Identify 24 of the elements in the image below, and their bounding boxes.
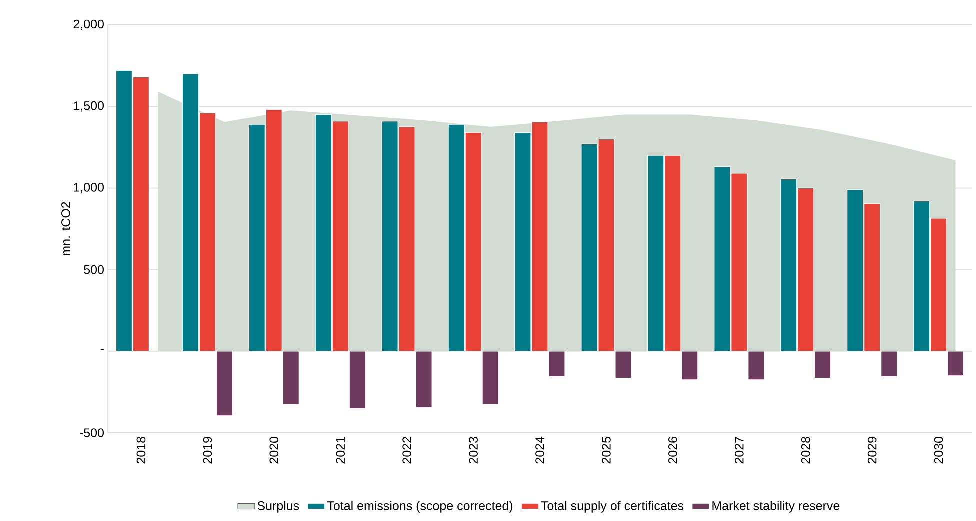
y-tick-label: 500 [84,265,104,274]
x-tick-label: 2023 [469,437,478,464]
y-tick-label: - [100,349,104,350]
x-tick-label: 2025 [602,437,611,464]
x-tick-label: 2028 [801,437,810,464]
y-tick-label: 1,000 [74,183,104,194]
legend-label: Total emissions (scope corrected) [327,501,513,513]
x-tick-label: 2021 [336,437,346,464]
legend-label: Market stability reserve [712,501,840,513]
x-tick-label: 2022 [402,437,412,464]
y-axis-title: mn. tCO2 [62,202,70,256]
x-tick-label: 2029 [868,437,877,464]
x-tick-label: 2020 [270,437,279,464]
x-tick-label: 2026 [668,437,678,464]
x-tick-label: 2030 [934,437,944,464]
x-tick-label: 2027 [734,437,744,464]
x-tick-label: 2019 [203,437,212,464]
y-tick-label: 1,500 [74,101,104,112]
x-tick-label: 2024 [536,436,544,464]
y-tick-label: -500 [80,428,104,438]
legend-label: Total supply of certificates [541,501,684,513]
x-tick-label: 2018 [136,437,146,464]
legend-label: Surplus [258,501,300,513]
y-tick-label: 2,000 [74,20,104,30]
